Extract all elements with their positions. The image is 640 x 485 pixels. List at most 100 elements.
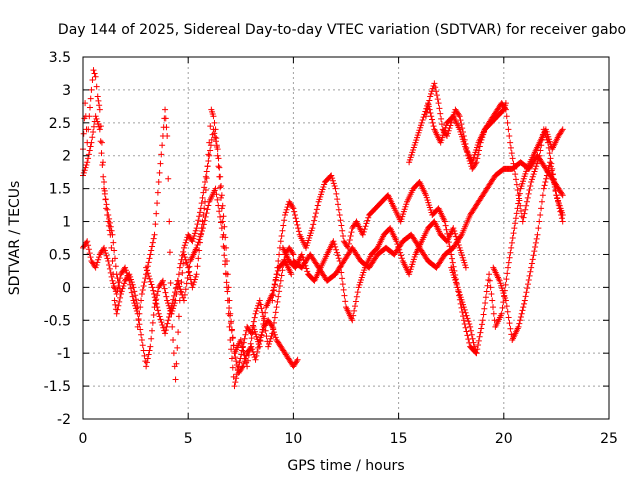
data-point: [203, 175, 210, 182]
data-point: [345, 240, 352, 247]
data-point: [90, 67, 97, 74]
axis-ticks: [82, 56, 610, 420]
y-tick-label: 1: [62, 215, 71, 231]
data-point: [524, 281, 531, 288]
data-point: [192, 227, 199, 234]
data-point: [212, 134, 219, 141]
data-point: [289, 250, 296, 257]
data-point: [526, 186, 533, 193]
data-point: [555, 202, 562, 209]
data-point: [247, 340, 254, 347]
data-point: [235, 363, 242, 370]
data-point: [104, 206, 111, 213]
data-point: [478, 136, 485, 143]
data-point: [149, 239, 156, 246]
data-point: [312, 213, 319, 220]
data-point: [240, 348, 247, 355]
data-point: [456, 296, 463, 303]
data-point: [270, 292, 277, 299]
data-point: [547, 163, 554, 170]
data-point: [202, 173, 209, 180]
data-point: [447, 122, 454, 129]
data-point: [256, 297, 263, 304]
data-point: [458, 121, 465, 128]
data-point: [280, 222, 287, 229]
data-point: [167, 307, 174, 314]
data-point: [462, 140, 469, 147]
data-point: [450, 111, 457, 118]
data-point: [119, 285, 126, 292]
data-point: [228, 355, 235, 362]
data-point: [530, 171, 537, 178]
data-point: [216, 208, 223, 215]
data-point: [427, 93, 434, 100]
data-point: [106, 261, 113, 268]
data-point: [217, 213, 224, 220]
data-point: [175, 280, 182, 287]
data-point: [154, 189, 161, 196]
data-point: [532, 244, 539, 251]
data-point: [459, 129, 466, 136]
data-point: [80, 169, 87, 176]
data-point: [539, 192, 546, 199]
data-point: [475, 341, 482, 348]
data-point: [533, 163, 540, 170]
data-point: [506, 254, 513, 261]
data-point: [269, 330, 276, 337]
data-point: [262, 327, 269, 334]
data-point: [516, 190, 523, 197]
data-point: [329, 177, 336, 184]
data-point: [434, 96, 441, 103]
data-point: [93, 83, 100, 90]
data-point: [206, 152, 213, 159]
data-point: [145, 259, 152, 266]
data-point: [529, 256, 536, 263]
data-point: [505, 126, 512, 133]
data-point: [510, 230, 517, 237]
data-point: [481, 305, 488, 312]
data-point: [169, 300, 176, 307]
data-point: [432, 84, 439, 91]
data-point: [225, 297, 232, 304]
data-point: [464, 315, 471, 322]
data-point: [122, 264, 129, 271]
data-point: [346, 236, 353, 243]
data-point: [202, 186, 209, 193]
data-point: [112, 263, 119, 270]
data-point: [438, 115, 445, 122]
data-point: [141, 279, 148, 286]
x-tick-label: 0: [79, 431, 88, 447]
data-point: [538, 205, 545, 212]
data-point: [111, 255, 118, 262]
data-point: [502, 297, 509, 304]
data-point: [245, 352, 252, 359]
data-point: [87, 104, 94, 111]
data-point: [104, 255, 111, 262]
data-point: [140, 347, 147, 354]
data-point: [174, 344, 181, 351]
data-point: [162, 106, 169, 113]
data-point: [124, 272, 131, 279]
data-point: [278, 233, 285, 240]
data-point: [214, 152, 221, 159]
data-point: [167, 279, 174, 286]
data-point: [84, 238, 91, 245]
data-point: [551, 179, 558, 186]
data-point: [341, 292, 348, 299]
data-point: [553, 192, 560, 199]
data-point: [335, 201, 342, 208]
data-point: [189, 238, 196, 245]
data-point: [96, 106, 103, 113]
data-point: [114, 286, 121, 293]
data-point: [433, 92, 440, 99]
data-point: [284, 204, 291, 211]
data-point: [93, 261, 100, 268]
data-point: [127, 281, 134, 288]
data-point: [428, 90, 435, 97]
data-point: [283, 206, 290, 213]
data-point: [267, 335, 274, 342]
data-point: [148, 335, 155, 342]
data-point: [466, 339, 473, 346]
data-point: [180, 248, 187, 255]
data-point: [155, 310, 162, 317]
